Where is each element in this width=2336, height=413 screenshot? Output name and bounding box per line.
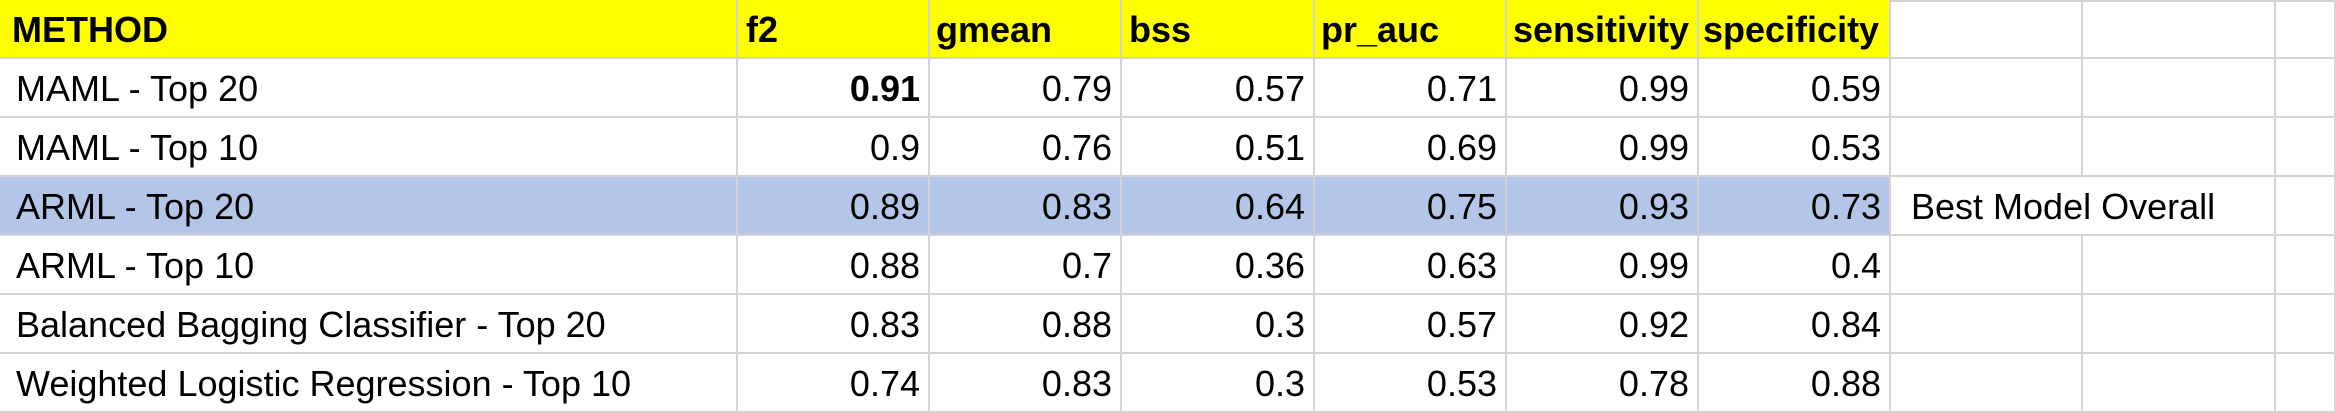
bss-cell[interactable]: 0.57 xyxy=(1122,59,1315,118)
empty-cell[interactable] xyxy=(2276,295,2336,354)
table-row: MAML - Top 10 0.9 0.76 0.51 0.69 0.99 0.… xyxy=(0,118,2336,177)
header-cell-method[interactable]: METHOD xyxy=(0,0,738,59)
bss-cell[interactable]: 0.64 xyxy=(1122,177,1315,236)
method-cell[interactable]: Balanced Bagging Classifier - Top 20 xyxy=(0,295,738,354)
empty-cell[interactable] xyxy=(2276,0,2336,59)
empty-cell[interactable] xyxy=(2276,177,2336,236)
empty-cell[interactable] xyxy=(1891,295,2083,354)
specificity-cell[interactable]: 0.73 xyxy=(1699,177,1891,236)
bss-cell[interactable]: 0.3 xyxy=(1122,295,1315,354)
table-row-highlighted: ARML - Top 20 0.89 0.83 0.64 0.75 0.93 0… xyxy=(0,177,2336,236)
empty-cell[interactable] xyxy=(2276,236,2336,295)
empty-cell[interactable] xyxy=(1891,236,2083,295)
f2-cell[interactable]: 0.74 xyxy=(738,354,930,413)
empty-cell[interactable] xyxy=(2276,59,2336,118)
specificity-cell[interactable]: 0.88 xyxy=(1699,354,1891,413)
f2-cell[interactable]: 0.89 xyxy=(738,177,930,236)
empty-cell[interactable] xyxy=(2276,118,2336,177)
pr-auc-cell[interactable]: 0.71 xyxy=(1315,59,1507,118)
best-model-note[interactable]: Best Model Overall xyxy=(1891,177,2215,236)
method-cell[interactable]: MAML - Top 20 xyxy=(0,59,738,118)
specificity-cell[interactable]: 0.59 xyxy=(1699,59,1891,118)
pr-auc-cell[interactable]: 0.75 xyxy=(1315,177,1507,236)
empty-cell[interactable] xyxy=(2083,236,2276,295)
gmean-cell[interactable]: 0.83 xyxy=(930,177,1122,236)
empty-cell[interactable] xyxy=(2083,177,2276,236)
header-cell-specificity[interactable]: specificity xyxy=(1699,0,1891,59)
specificity-cell[interactable]: 0.84 xyxy=(1699,295,1891,354)
table-row: MAML - Top 20 0.91 0.79 0.57 0.71 0.99 0… xyxy=(0,59,2336,118)
pr-auc-cell[interactable]: 0.69 xyxy=(1315,118,1507,177)
table-row: Balanced Bagging Classifier - Top 20 0.8… xyxy=(0,295,2336,354)
gmean-cell[interactable]: 0.79 xyxy=(930,59,1122,118)
method-cell[interactable]: ARML - Top 10 xyxy=(0,236,738,295)
f2-cell[interactable]: 0.83 xyxy=(738,295,930,354)
method-cell[interactable]: MAML - Top 10 xyxy=(0,118,738,177)
empty-cell[interactable] xyxy=(1891,118,2083,177)
gmean-cell[interactable]: 0.83 xyxy=(930,354,1122,413)
specificity-cell[interactable]: 0.4 xyxy=(1699,236,1891,295)
header-cell-gmean[interactable]: gmean xyxy=(930,0,1122,59)
header-cell-pr-auc[interactable]: pr_auc xyxy=(1315,0,1507,59)
bss-cell[interactable]: 0.3 xyxy=(1122,354,1315,413)
sensitivity-cell[interactable]: 0.99 xyxy=(1507,118,1699,177)
sensitivity-cell[interactable]: 0.78 xyxy=(1507,354,1699,413)
empty-cell[interactable] xyxy=(1891,354,2083,413)
f2-cell[interactable]: 0.88 xyxy=(738,236,930,295)
specificity-cell[interactable]: 0.53 xyxy=(1699,118,1891,177)
gmean-cell[interactable]: 0.88 xyxy=(930,295,1122,354)
header-cell-f2[interactable]: f2 xyxy=(738,0,930,59)
table-row: Weighted Logistic Regression - Top 10 0.… xyxy=(0,354,2336,413)
empty-cell[interactable] xyxy=(1891,59,2083,118)
sensitivity-cell[interactable]: 0.92 xyxy=(1507,295,1699,354)
header-cell-sensitivity[interactable]: sensitivity xyxy=(1507,0,1699,59)
header-cell-bss[interactable]: bss xyxy=(1122,0,1315,59)
empty-cell[interactable] xyxy=(2083,118,2276,177)
pr-auc-cell[interactable]: 0.63 xyxy=(1315,236,1507,295)
f2-cell[interactable]: 0.9 xyxy=(738,118,930,177)
method-cell[interactable]: Weighted Logistic Regression - Top 10 xyxy=(0,354,738,413)
gmean-cell[interactable]: 0.76 xyxy=(930,118,1122,177)
table-row: ARML - Top 10 0.88 0.7 0.36 0.63 0.99 0.… xyxy=(0,236,2336,295)
bss-cell[interactable]: 0.36 xyxy=(1122,236,1315,295)
sensitivity-cell[interactable]: 0.99 xyxy=(1507,236,1699,295)
gmean-cell[interactable]: 0.7 xyxy=(930,236,1122,295)
pr-auc-cell[interactable]: 0.57 xyxy=(1315,295,1507,354)
empty-cell[interactable] xyxy=(2083,0,2276,59)
sensitivity-cell[interactable]: 0.99 xyxy=(1507,59,1699,118)
empty-cell[interactable] xyxy=(2083,59,2276,118)
empty-cell[interactable] xyxy=(1891,0,2083,59)
header-row: METHOD f2 gmean bss pr_auc sensitivity s… xyxy=(0,0,2336,59)
empty-cell[interactable] xyxy=(2083,354,2276,413)
empty-cell[interactable] xyxy=(2083,295,2276,354)
sensitivity-cell[interactable]: 0.93 xyxy=(1507,177,1699,236)
f2-cell[interactable]: 0.91 xyxy=(738,59,930,118)
pr-auc-cell[interactable]: 0.53 xyxy=(1315,354,1507,413)
empty-cell[interactable] xyxy=(2276,354,2336,413)
bss-cell[interactable]: 0.51 xyxy=(1122,118,1315,177)
method-cell[interactable]: ARML - Top 20 xyxy=(0,177,738,236)
